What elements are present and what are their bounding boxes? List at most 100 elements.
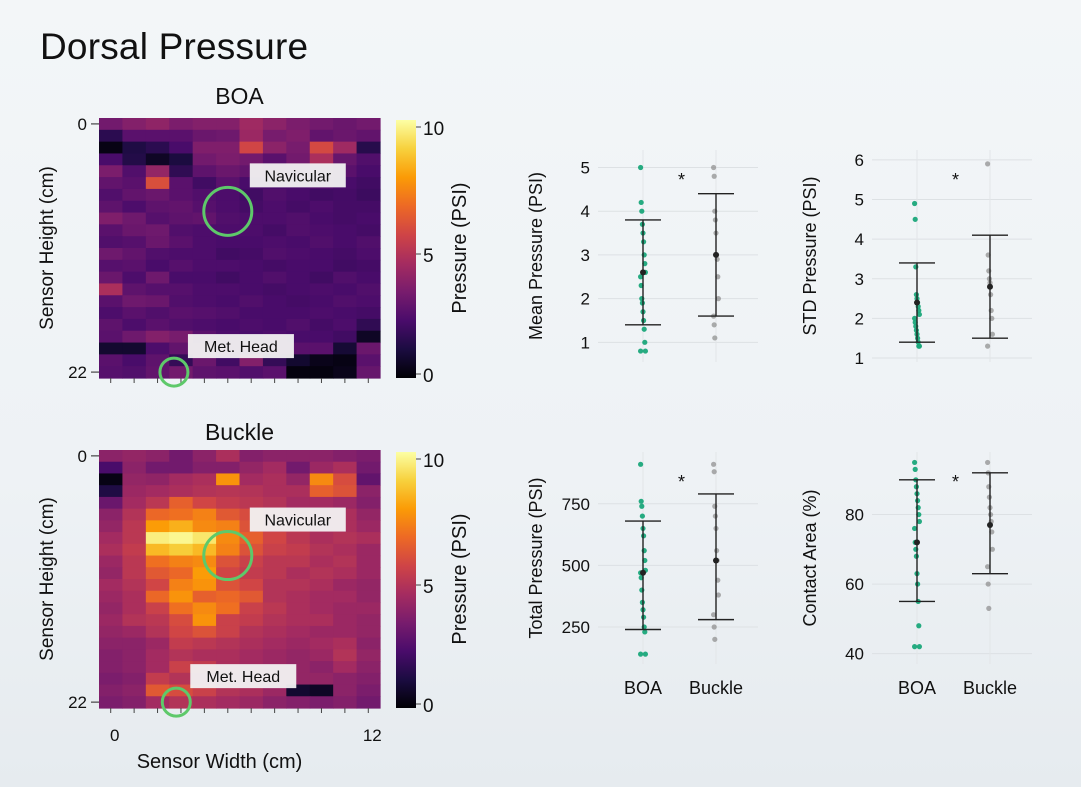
heatmap-cell [192, 649, 217, 662]
heatmap-cell [169, 696, 194, 709]
heatmap-cell [333, 649, 358, 662]
heatmap-cell [145, 485, 170, 498]
heatmap-cell [99, 129, 124, 143]
heatmap-cell [262, 118, 287, 131]
heatmap-cell [192, 496, 217, 510]
heatmap-cell [192, 153, 217, 166]
data-point [711, 164, 717, 171]
heatmap-cell [192, 625, 217, 639]
heatmap-cell [239, 590, 264, 604]
y-tick-label: 750 [562, 495, 590, 514]
heatmap-cell [192, 696, 217, 709]
data-point [989, 546, 996, 552]
colorbar [396, 452, 416, 708]
data-point [715, 592, 722, 598]
annotation-label-box [190, 664, 297, 689]
data-point [985, 459, 991, 466]
data-point [912, 644, 918, 650]
heatmap-cell [216, 473, 241, 486]
heatmap-cell [192, 614, 217, 627]
y-tick-label: 0 [78, 115, 87, 134]
annotation-label-box [249, 163, 346, 188]
heatmap-cell [99, 188, 124, 202]
heatmap-cell [122, 590, 147, 604]
data-point [639, 513, 646, 519]
heatmap-cell [169, 259, 194, 273]
heatmap-cell [356, 330, 381, 344]
heatmap-cell [216, 532, 241, 545]
y-tick-label: 5 [581, 158, 590, 177]
colorbar-tick-label: 5 [423, 577, 434, 598]
heatmap-cell [122, 532, 147, 545]
heatmap-cell [99, 625, 124, 639]
heatmap-cell [169, 165, 194, 178]
mean-marker [640, 269, 646, 276]
heatmap-cell [192, 129, 217, 143]
heatmap-cell [192, 118, 217, 131]
heatmap-cell [216, 625, 241, 639]
heatmap-cell [262, 295, 287, 308]
heatmap-cell [286, 496, 311, 510]
data-point [912, 466, 918, 472]
heatmap-cell [262, 236, 287, 249]
heatmap-cell [333, 141, 358, 155]
heatmap-cell [122, 248, 147, 261]
heatmap-cell [216, 461, 241, 475]
heatmap-cell [333, 129, 358, 143]
heatmap-cell [262, 450, 287, 463]
heatmap-cell [145, 295, 170, 308]
data-point [912, 525, 918, 532]
mean-marker [713, 251, 719, 258]
data-point [711, 624, 717, 630]
heatmap-cell [145, 200, 170, 214]
heatmap-cell [309, 224, 334, 237]
heatmap-cell [309, 330, 334, 344]
heatmap-cell [99, 165, 124, 178]
heatmap-cell [333, 212, 358, 225]
heatmap-cell [309, 366, 334, 379]
mean-marker [914, 539, 920, 546]
heatmap-cell [286, 295, 311, 308]
heatmap-cell [169, 318, 194, 332]
heatmap-cell [145, 212, 170, 225]
heatmap-cell [169, 366, 194, 379]
heatmap-cell [286, 485, 311, 498]
heatmap-cell [286, 543, 311, 557]
heatmap-cell [169, 153, 194, 166]
heatmap-cell [286, 649, 311, 662]
heatmap-cell [145, 590, 170, 604]
heatmap-cell [145, 271, 170, 285]
heatmap-cell [356, 579, 381, 592]
heatmap-cell [122, 496, 147, 510]
data-point [912, 459, 918, 466]
heatmap-cell [99, 496, 124, 510]
heatmap-cell [262, 625, 287, 639]
heatmap-cell [145, 672, 170, 686]
heatmap-cell [286, 473, 311, 486]
heatmap-cell [333, 330, 358, 344]
heatmap-cell [122, 637, 147, 650]
heatmap-cell [192, 236, 217, 249]
heatmap-cell [145, 508, 170, 521]
y-tick-label: 6 [855, 151, 864, 170]
y-tick-label: 0 [78, 447, 87, 466]
heatmap-panel-2: Buckle 0 22 Sensor Height (cm) 0 12 Sensor Wid… [37, 419, 471, 773]
heatmap-cell [145, 625, 170, 639]
heatmap-cell [239, 579, 264, 592]
heatmap-cell [356, 567, 381, 580]
data-point [638, 164, 644, 171]
x-tick-label: 0 [110, 726, 119, 745]
heatmap-cell [145, 153, 170, 166]
heatmap-cell [192, 283, 217, 296]
heatmap-cell [262, 602, 287, 615]
heatmap-cell [309, 684, 334, 697]
heatmap-cell [356, 532, 381, 545]
heatmap-cell [286, 248, 311, 261]
heatmap-cell [262, 696, 287, 709]
heatmap-cell [239, 649, 264, 662]
heatmap-cell [145, 342, 170, 355]
heatmap-cell [122, 473, 147, 486]
heatmap-cell [356, 696, 381, 709]
heatmap-cell [309, 579, 334, 592]
heatmap-cell [309, 461, 334, 475]
